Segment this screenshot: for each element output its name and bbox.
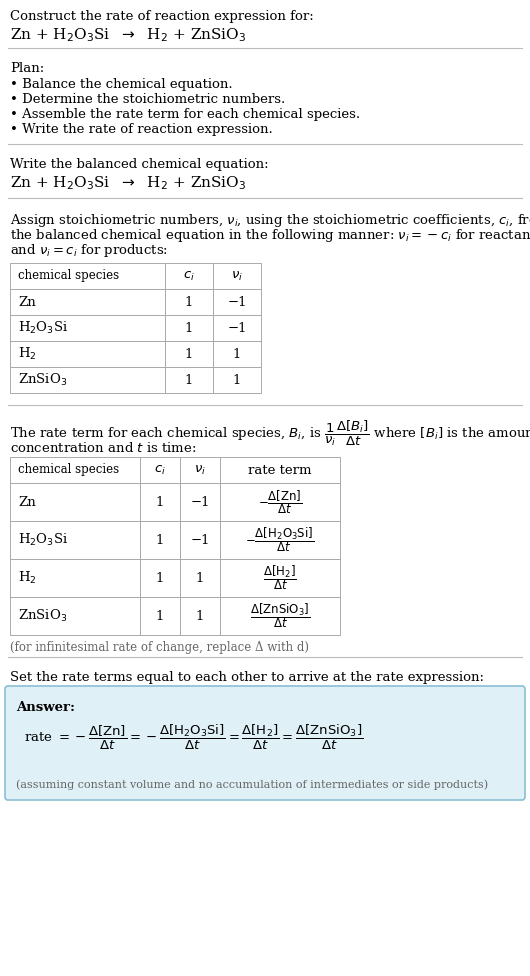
Text: H$_2$: H$_2$ bbox=[18, 570, 37, 586]
Text: rate term: rate term bbox=[248, 464, 312, 476]
Text: Zn + H$_2$O$_3$Si  $\rightarrow$  H$_2$ + ZnSiO$_3$: Zn + H$_2$O$_3$Si $\rightarrow$ H$_2$ + … bbox=[10, 26, 246, 44]
Text: Answer:: Answer: bbox=[16, 701, 75, 714]
Text: $-\dfrac{\Delta[\mathrm{Zn}]}{\Delta t}$: $-\dfrac{\Delta[\mathrm{Zn}]}{\Delta t}$ bbox=[258, 488, 302, 516]
Text: 1: 1 bbox=[233, 347, 241, 360]
Bar bbox=[10, 559, 140, 597]
Text: (assuming constant volume and no accumulation of intermediates or side products): (assuming constant volume and no accumul… bbox=[16, 779, 488, 790]
Text: (for infinitesimal rate of change, replace Δ with d): (for infinitesimal rate of change, repla… bbox=[10, 641, 309, 654]
Text: Set the rate terms equal to each other to arrive at the rate expression:: Set the rate terms equal to each other t… bbox=[10, 671, 484, 684]
Bar bbox=[165, 289, 213, 315]
Bar bbox=[220, 521, 340, 559]
Text: ZnSiO$_3$: ZnSiO$_3$ bbox=[18, 608, 67, 624]
Text: the balanced chemical equation in the following manner: $\nu_i = -c_i$ for react: the balanced chemical equation in the fo… bbox=[10, 227, 530, 244]
Text: chemical species: chemical species bbox=[18, 269, 119, 282]
Text: • Balance the chemical equation.: • Balance the chemical equation. bbox=[10, 78, 233, 91]
Text: 1: 1 bbox=[185, 321, 193, 335]
Bar bbox=[140, 483, 180, 521]
Text: Zn: Zn bbox=[18, 296, 36, 308]
Bar bbox=[140, 457, 180, 483]
Text: rate $= -\dfrac{\Delta[\mathrm{Zn}]}{\Delta t} = -\dfrac{\Delta[\mathrm{H_2O_3Si: rate $= -\dfrac{\Delta[\mathrm{Zn}]}{\De… bbox=[24, 723, 363, 752]
FancyBboxPatch shape bbox=[5, 686, 525, 800]
Text: 1: 1 bbox=[156, 609, 164, 623]
Text: Zn + H$_2$O$_3$Si  $\rightarrow$  H$_2$ + ZnSiO$_3$: Zn + H$_2$O$_3$Si $\rightarrow$ H$_2$ + … bbox=[10, 174, 246, 191]
Text: H$_2$O$_3$Si: H$_2$O$_3$Si bbox=[18, 320, 68, 336]
Bar bbox=[10, 521, 140, 559]
Text: ZnSiO$_3$: ZnSiO$_3$ bbox=[18, 372, 67, 388]
Text: • Write the rate of reaction expression.: • Write the rate of reaction expression. bbox=[10, 123, 273, 136]
Bar bbox=[165, 263, 213, 289]
Bar bbox=[140, 559, 180, 597]
Text: Write the balanced chemical equation:: Write the balanced chemical equation: bbox=[10, 158, 269, 171]
Text: 1: 1 bbox=[185, 296, 193, 308]
Bar bbox=[180, 597, 220, 635]
Text: $c_i$: $c_i$ bbox=[154, 464, 166, 476]
Text: concentration and $t$ is time:: concentration and $t$ is time: bbox=[10, 441, 197, 455]
Bar bbox=[180, 483, 220, 521]
Text: $-\dfrac{\Delta[\mathrm{H_2O_3Si}]}{\Delta t}$: $-\dfrac{\Delta[\mathrm{H_2O_3Si}]}{\Del… bbox=[245, 526, 315, 554]
Text: −1: −1 bbox=[227, 321, 247, 335]
Text: −1: −1 bbox=[227, 296, 247, 308]
Bar bbox=[10, 289, 165, 315]
Bar bbox=[165, 367, 213, 393]
Text: Assign stoichiometric numbers, $\nu_i$, using the stoichiometric coefficients, $: Assign stoichiometric numbers, $\nu_i$, … bbox=[10, 212, 530, 229]
Text: 1: 1 bbox=[185, 347, 193, 360]
Bar bbox=[10, 367, 165, 393]
Bar bbox=[180, 457, 220, 483]
Bar bbox=[220, 597, 340, 635]
Text: H$_2$O$_3$Si: H$_2$O$_3$Si bbox=[18, 532, 68, 549]
Text: Zn: Zn bbox=[18, 496, 36, 508]
Text: 1: 1 bbox=[156, 534, 164, 547]
Text: 1: 1 bbox=[233, 374, 241, 386]
Text: chemical species: chemical species bbox=[18, 464, 119, 476]
Text: $\nu_i$: $\nu_i$ bbox=[231, 269, 243, 282]
Text: 1: 1 bbox=[156, 496, 164, 508]
Text: −1: −1 bbox=[190, 496, 210, 508]
Text: 1: 1 bbox=[196, 609, 204, 623]
Text: Construct the rate of reaction expression for:: Construct the rate of reaction expressio… bbox=[10, 10, 314, 23]
Text: H$_2$: H$_2$ bbox=[18, 346, 37, 362]
Bar bbox=[213, 289, 261, 315]
Bar bbox=[180, 559, 220, 597]
Bar bbox=[10, 315, 165, 341]
Text: • Determine the stoichiometric numbers.: • Determine the stoichiometric numbers. bbox=[10, 93, 285, 106]
Text: −1: −1 bbox=[190, 534, 210, 547]
Bar bbox=[220, 559, 340, 597]
Text: Plan:: Plan: bbox=[10, 62, 44, 75]
Bar bbox=[140, 597, 180, 635]
Text: and $\nu_i = c_i$ for products:: and $\nu_i = c_i$ for products: bbox=[10, 242, 168, 259]
Bar bbox=[10, 341, 165, 367]
Text: 1: 1 bbox=[156, 572, 164, 585]
Bar bbox=[213, 263, 261, 289]
Text: The rate term for each chemical species, $B_i$, is $\dfrac{1}{\nu_i}\dfrac{\Delt: The rate term for each chemical species,… bbox=[10, 419, 530, 448]
Text: $\nu_i$: $\nu_i$ bbox=[194, 464, 206, 476]
Text: • Assemble the rate term for each chemical species.: • Assemble the rate term for each chemic… bbox=[10, 108, 360, 121]
Text: $c_i$: $c_i$ bbox=[183, 269, 195, 282]
Text: $\dfrac{\Delta[\mathrm{H_2}]}{\Delta t}$: $\dfrac{\Delta[\mathrm{H_2}]}{\Delta t}$ bbox=[263, 563, 297, 592]
Bar bbox=[220, 483, 340, 521]
Text: $\dfrac{\Delta[\mathrm{ZnSiO_3}]}{\Delta t}$: $\dfrac{\Delta[\mathrm{ZnSiO_3}]}{\Delta… bbox=[250, 601, 310, 630]
Bar bbox=[165, 315, 213, 341]
Bar bbox=[10, 483, 140, 521]
Bar bbox=[10, 457, 140, 483]
Text: 1: 1 bbox=[185, 374, 193, 386]
Bar bbox=[165, 341, 213, 367]
Bar bbox=[213, 341, 261, 367]
Bar bbox=[213, 315, 261, 341]
Bar bbox=[180, 521, 220, 559]
Bar bbox=[10, 597, 140, 635]
Text: 1: 1 bbox=[196, 572, 204, 585]
Bar bbox=[213, 367, 261, 393]
Bar bbox=[220, 457, 340, 483]
Bar bbox=[10, 263, 165, 289]
Bar bbox=[140, 521, 180, 559]
